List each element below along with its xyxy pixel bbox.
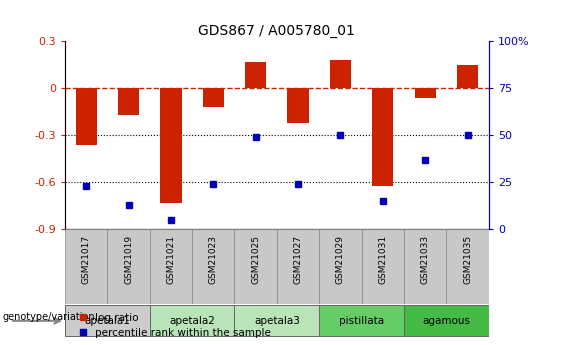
FancyBboxPatch shape [65,229,107,304]
Bar [245,62,266,88]
Text: GSM21029: GSM21029 [336,235,345,284]
FancyBboxPatch shape [446,229,489,304]
Text: GSM21027: GSM21027 [294,235,302,284]
Bar [372,88,393,186]
FancyBboxPatch shape [362,229,404,304]
Bar [65,305,150,336]
Text: GSM21035: GSM21035 [463,235,472,285]
Text: GSM21017: GSM21017 [82,235,90,285]
Bar [118,88,139,115]
Bar [150,305,234,336]
Text: agamous: agamous [423,316,470,326]
Bar [415,88,436,98]
Title: GDS867 / A005780_01: GDS867 / A005780_01 [198,23,355,38]
Bar [234,305,319,336]
FancyBboxPatch shape [319,229,362,304]
Text: GSM21033: GSM21033 [421,235,429,285]
Text: GSM21019: GSM21019 [124,235,133,285]
Bar [76,88,97,145]
Bar [404,305,489,336]
Text: apetala2: apetala2 [169,316,215,326]
Text: GSM21025: GSM21025 [251,235,260,284]
FancyBboxPatch shape [192,229,234,304]
FancyBboxPatch shape [404,229,446,304]
Text: apetala3: apetala3 [254,316,300,326]
Bar [160,88,181,203]
Text: genotype/variation: genotype/variation [3,313,95,322]
Text: GSM21031: GSM21031 [379,235,387,285]
FancyBboxPatch shape [107,229,150,304]
FancyBboxPatch shape [150,229,192,304]
Legend: log ratio, percentile rank within the sample: log ratio, percentile rank within the sa… [79,313,271,338]
Text: GSM21021: GSM21021 [167,235,175,284]
FancyBboxPatch shape [234,229,277,304]
Bar [330,60,351,88]
Text: pistillata: pistillata [339,316,384,326]
Bar [203,88,224,107]
FancyBboxPatch shape [277,229,319,304]
Bar [319,305,404,336]
Bar [457,65,478,88]
Text: GSM21023: GSM21023 [209,235,218,284]
Text: apetala1: apetala1 [84,316,131,326]
Bar [288,88,308,123]
